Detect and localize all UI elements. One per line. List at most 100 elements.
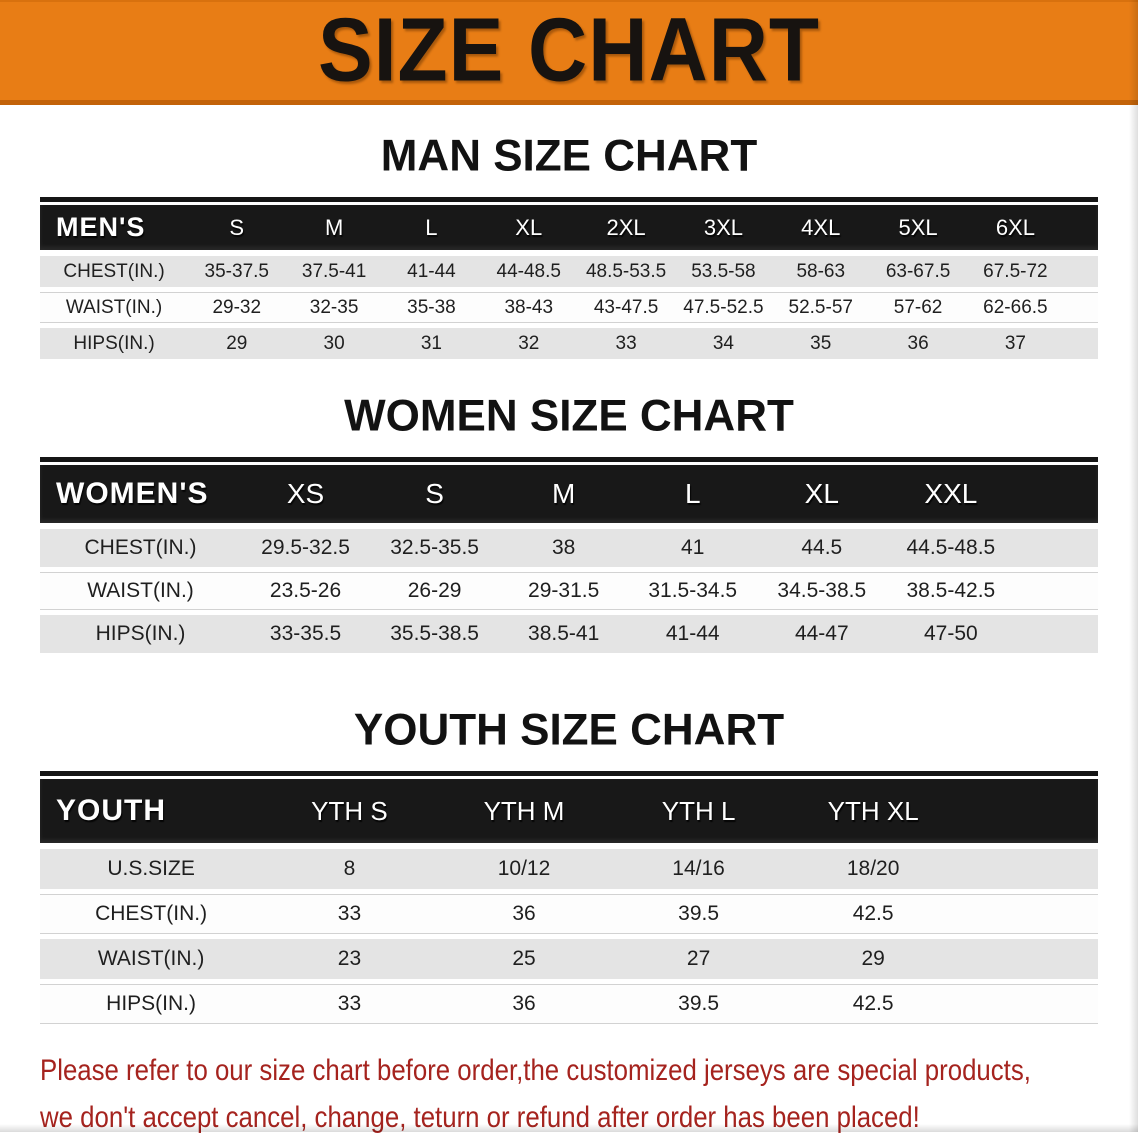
women-size-col-header: XL	[757, 478, 886, 510]
women-size-col-header: S	[370, 478, 499, 510]
size-value-cell: 32	[480, 333, 577, 355]
youth-size-col-header: YTH S	[262, 796, 437, 827]
size-value-cell: 44.5-48.5	[886, 536, 1015, 560]
size-value-cell: 37.5-41	[285, 261, 382, 283]
size-value-cell: 38-43	[480, 297, 577, 319]
size-value-cell: 57-62	[869, 297, 966, 319]
disclaimer-line-2: we don't accept cancel, change, teturn o…	[40, 1095, 967, 1141]
size-value-cell: 39.5	[611, 992, 786, 1016]
size-value-cell: 29.5-32.5	[241, 536, 370, 560]
size-value-cell: 33	[577, 333, 674, 355]
size-value-cell: 63-67.5	[869, 261, 966, 283]
row-label: HIPS(IN.)	[40, 622, 241, 646]
row-label: CHEST(IN.)	[40, 261, 188, 283]
size-value-cell: 29-31.5	[499, 579, 628, 603]
banner-title: SIZE CHART	[318, 6, 820, 96]
size-value-cell: 41-44	[383, 261, 480, 283]
size-value-cell: 31.5-34.5	[628, 579, 757, 603]
size-value-cell: 39.5	[611, 902, 786, 926]
row-label: U.S.SIZE	[40, 857, 262, 881]
size-value-cell: 41-44	[628, 622, 757, 646]
size-value-cell: 36	[437, 902, 612, 926]
row-label: WAIST(IN.)	[40, 297, 188, 319]
size-value-cell: 47.5-52.5	[675, 297, 772, 319]
size-value-cell: 33	[262, 992, 437, 1016]
size-value-cell: 58-63	[772, 261, 869, 283]
women-size-col-header: M	[499, 478, 628, 510]
size-value-cell: 29	[786, 947, 961, 971]
size-value-cell: 44-48.5	[480, 261, 577, 283]
men-size-col-header: XL	[480, 215, 577, 241]
size-value-cell: 52.5-57	[772, 297, 869, 319]
size-value-cell: 32-35	[285, 297, 382, 319]
men-size-col-header: 6XL	[967, 215, 1064, 241]
size-value-cell: 36	[437, 992, 612, 1016]
youth-size-col-header: YTH XL	[786, 796, 961, 827]
size-value-cell: 38.5-41	[499, 622, 628, 646]
size-value-cell: 53.5-58	[675, 261, 772, 283]
size-value-cell: 31	[383, 333, 480, 355]
men-size-col-header: 2XL	[577, 215, 674, 241]
row-label: WAIST(IN.)	[40, 947, 262, 971]
size-value-cell: 43-47.5	[577, 297, 674, 319]
size-value-cell: 33	[262, 902, 437, 926]
size-value-cell: 42.5	[786, 992, 961, 1016]
disclaimer: Please refer to our size chart before or…	[40, 1048, 1118, 1141]
youth-table-top-border	[40, 771, 1098, 776]
men-size-col-header: S	[188, 215, 285, 241]
women-section-heading: WOMEN SIZE CHART	[0, 391, 1138, 442]
size-value-cell: 18/20	[786, 857, 961, 881]
youth-size-col-header: YTH L	[611, 796, 786, 827]
size-value-cell: 37	[967, 333, 1064, 355]
row-label: CHEST(IN.)	[40, 902, 262, 926]
size-value-cell: 23	[262, 947, 437, 971]
size-value-cell: 35	[772, 333, 869, 355]
men-size-col-header: 5XL	[869, 215, 966, 241]
size-value-cell: 32.5-35.5	[370, 536, 499, 560]
men-table-top-border	[40, 197, 1098, 202]
size-value-cell: 35-37.5	[188, 261, 285, 283]
size-value-cell: 35.5-38.5	[370, 622, 499, 646]
women-size-col-header: XS	[241, 478, 370, 510]
men-section-heading: MAN SIZE CHART	[0, 131, 1138, 182]
size-value-cell: 29	[188, 333, 285, 355]
size-value-cell: 67.5-72	[967, 261, 1064, 283]
women-size-col-header: XXL	[886, 478, 1015, 510]
men-size-col-header: 4XL	[772, 215, 869, 241]
disclaimer-line-1: Please refer to our size chart before or…	[40, 1048, 967, 1095]
women-size-col-header: L	[628, 478, 757, 510]
size-value-cell: 44-47	[757, 622, 886, 646]
size-value-cell: 38	[499, 536, 628, 560]
size-value-cell: 14/16	[611, 857, 786, 881]
size-value-cell: 26-29	[370, 579, 499, 603]
women-table-top-border	[40, 457, 1098, 462]
youth-group-label: YOUTH	[40, 794, 262, 828]
size-value-cell: 8	[262, 857, 437, 881]
size-value-cell: 47-50	[886, 622, 1015, 646]
size-value-cell: 34.5-38.5	[757, 579, 886, 603]
women-group-label: WOMEN'S	[40, 477, 241, 511]
men-group-label: MEN'S	[40, 212, 188, 243]
size-value-cell: 27	[611, 947, 786, 971]
size-value-cell: 30	[285, 333, 382, 355]
youth-size-col-header: YTH M	[437, 796, 612, 827]
men-size-col-header: L	[383, 215, 480, 241]
size-value-cell: 41	[628, 536, 757, 560]
size-value-cell: 36	[869, 333, 966, 355]
size-value-cell: 33-35.5	[241, 622, 370, 646]
